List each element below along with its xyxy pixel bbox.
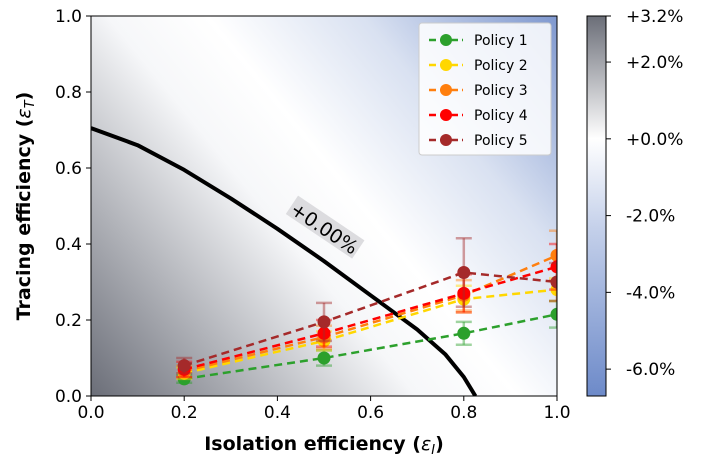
legend-marker: [440, 84, 452, 96]
data-point: [457, 286, 471, 300]
x-axis-title: Isolation efficiency (εI): [204, 433, 444, 458]
legend-label: Policy 1: [474, 33, 528, 49]
colorbar-tick-label: -6.0%: [626, 360, 675, 380]
plot-frame: [90, 15, 558, 397]
data-point: [550, 248, 557, 262]
data-point: [317, 351, 331, 365]
series-line: [183, 288, 557, 375]
y-tick-label: 1.0: [55, 7, 82, 27]
contour-label-gap: [285, 195, 365, 259]
x-tick-label: 0.4: [264, 403, 291, 423]
colorbar-bar: [586, 15, 607, 397]
y-axis: 0.0 0.2 0.4 0.6 0.8 1.0: [55, 7, 91, 407]
colorbar-tick-label: +2.0%: [626, 53, 683, 73]
data-point: [317, 326, 331, 340]
colorbar-tick-label: -2.0%: [626, 207, 675, 227]
data-point: [550, 260, 557, 274]
y-tick-label: 0.6: [55, 159, 82, 179]
data-point: [177, 359, 191, 373]
contour-line: [91, 126, 478, 396]
x-tick-label: 0.8: [450, 403, 477, 423]
legend-label: Policy 2: [474, 58, 528, 74]
data-point: [550, 275, 557, 289]
x-tick-label: 0.0: [77, 403, 104, 423]
data-point: [317, 315, 331, 329]
legend-marker: [440, 34, 452, 46]
y-axis-title: Tracing efficiency (εT): [13, 92, 38, 321]
series-layer: [176, 229, 557, 386]
colorbar: +3.2% +2.0% +0.0% -2.0% -4.0% -6.0%: [586, 7, 683, 397]
legend-marker: [440, 134, 452, 146]
legend-label: Policy 5: [474, 133, 528, 149]
colorbar-tick-label: -4.0%: [626, 283, 675, 303]
x-tick-label: 1.0: [543, 403, 570, 423]
legend-label: Policy 4: [474, 108, 528, 124]
legend: Policy 1 Policy 2 Policy 3 Policy 4 Policy 5: [418, 22, 552, 156]
y-tick-label: 0.0: [55, 387, 82, 407]
x-tick-label: 0.6: [357, 403, 384, 423]
legend-marker: [440, 59, 452, 71]
legend-box: [418, 22, 552, 156]
x-tick-label: 0.2: [171, 403, 198, 423]
legend-label: Policy 3: [474, 83, 528, 99]
series-line: [183, 265, 557, 371]
series-line: [183, 271, 557, 367]
series-line: [183, 254, 557, 373]
data-point: [457, 266, 471, 279]
legend-marker: [440, 109, 452, 121]
data-point: [457, 326, 471, 340]
x-axis: 0.0 0.2 0.4 0.6 0.8 1.0: [77, 396, 571, 423]
series-5: [176, 237, 557, 375]
colorbar-tick-label: +0.0%: [626, 130, 683, 150]
y-tick-label: 0.8: [55, 83, 82, 103]
series-1: [176, 299, 557, 386]
series-line: [184, 313, 557, 381]
y-tick-label: 0.4: [55, 235, 82, 255]
data-point: [550, 307, 557, 321]
colorbar-tick-label: +3.2%: [626, 7, 683, 27]
y-tick-label: 0.2: [55, 311, 82, 331]
